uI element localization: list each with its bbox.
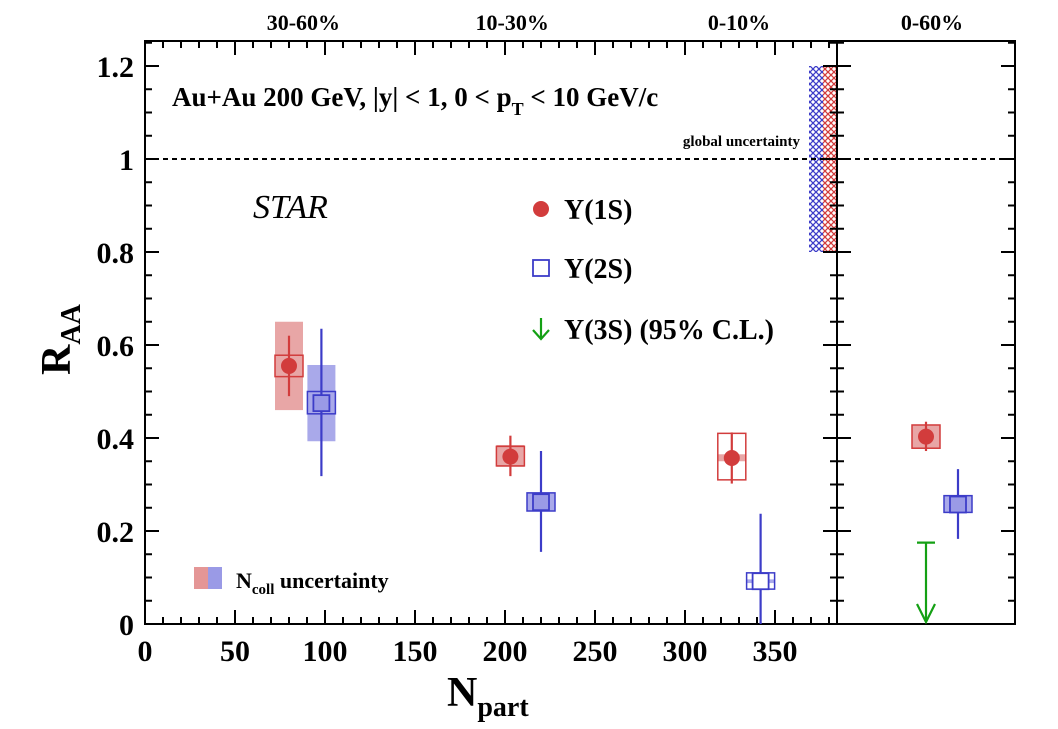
x-tick-label: 150 bbox=[393, 635, 438, 668]
point-1s-0 bbox=[274, 321, 304, 411]
y-tick-label: 0.8 bbox=[97, 237, 135, 270]
centrality-label: 0-10% bbox=[708, 10, 770, 35]
ncoll-key-label: Ncoll uncertainty bbox=[236, 568, 389, 598]
x-tick-labels: 0 50 100 150 200 250 300 350 bbox=[138, 635, 798, 668]
legend-label-1s: Υ(1S) bbox=[564, 195, 632, 226]
point-1s-integrated-marker bbox=[918, 428, 934, 445]
point-1s-2 bbox=[717, 432, 747, 484]
data-points bbox=[274, 321, 973, 625]
ncoll-key-red-swatch bbox=[194, 567, 208, 589]
experiment-label: STAR bbox=[253, 189, 328, 226]
y-tick-label: 0.6 bbox=[97, 330, 135, 363]
y-tick-labels: 0 0.2 0.4 0.6 0.8 1 1.2 bbox=[97, 51, 135, 642]
upper-limit-arrowhead bbox=[916, 603, 936, 625]
legend-marker-2s bbox=[532, 259, 550, 277]
integrated-plot-frame bbox=[836, 40, 1016, 625]
centrality-labels: 30-60% 10-30% 0-10% bbox=[267, 10, 770, 35]
point-2s-integrated-marker bbox=[949, 495, 967, 514]
point-2s-1-marker bbox=[532, 493, 550, 512]
y-tick-label: 0.2 bbox=[97, 516, 135, 549]
point-1s-0-marker bbox=[281, 357, 297, 374]
y-tick-label: 1.2 bbox=[97, 51, 135, 84]
y-tick-label: 0.4 bbox=[97, 423, 135, 456]
point-1s-2-marker bbox=[723, 449, 740, 466]
global-uncertainty-label: global uncertainty bbox=[683, 134, 801, 150]
axis-ticks bbox=[144, 41, 1015, 625]
x-tick-label: 100 bbox=[303, 635, 348, 668]
legend-label-2s: Υ(2S) bbox=[564, 254, 632, 285]
ncoll-key-blue-swatch bbox=[208, 567, 222, 589]
x-tick-label: 0 bbox=[138, 635, 153, 668]
x-tick-label: 250 bbox=[573, 635, 618, 668]
point-3s-upper-limit bbox=[916, 541, 936, 625]
point-1s-1-marker bbox=[502, 448, 519, 465]
point-2s-0-marker bbox=[312, 394, 331, 413]
point-1s-integrated bbox=[911, 421, 941, 452]
y-tick-label: 1 bbox=[119, 144, 134, 177]
legend-marker-3s bbox=[532, 318, 550, 341]
centrality-label: 30-60% bbox=[267, 10, 340, 35]
point-1s-1 bbox=[495, 435, 526, 477]
legend-marker-1s bbox=[533, 201, 549, 217]
centrality-label: 10-30% bbox=[476, 10, 549, 35]
legend-label-3s: Υ(3S) (95% C.L.) bbox=[564, 315, 774, 346]
point-2s-0 bbox=[306, 328, 337, 477]
chart-title: Au+Au 200 GeV, |y| < 1, 0 < pT < 10 GeV/… bbox=[172, 82, 658, 119]
legend: Υ(1S) Υ(2S) Υ(3S) (95% C.L.) bbox=[532, 195, 774, 346]
x-tick-label: 300 bbox=[663, 635, 708, 668]
ncoll-uncertainty-key: Ncoll uncertainty bbox=[194, 567, 389, 598]
y-tick-label: 0 bbox=[119, 609, 134, 642]
point-2s-2-marker bbox=[751, 572, 770, 591]
integrated-centrality-label: 0-60% bbox=[901, 10, 963, 35]
point-2s-2 bbox=[745, 513, 776, 624]
x-tick-label: 50 bbox=[220, 635, 250, 668]
y-axis-title: RAA bbox=[34, 303, 87, 375]
point-2s-1 bbox=[526, 451, 556, 552]
x-tick-label: 350 bbox=[753, 635, 798, 668]
x-tick-label: 200 bbox=[483, 635, 528, 668]
x-axis-title: Npart bbox=[447, 670, 529, 723]
point-2s-integrated bbox=[943, 469, 973, 539]
